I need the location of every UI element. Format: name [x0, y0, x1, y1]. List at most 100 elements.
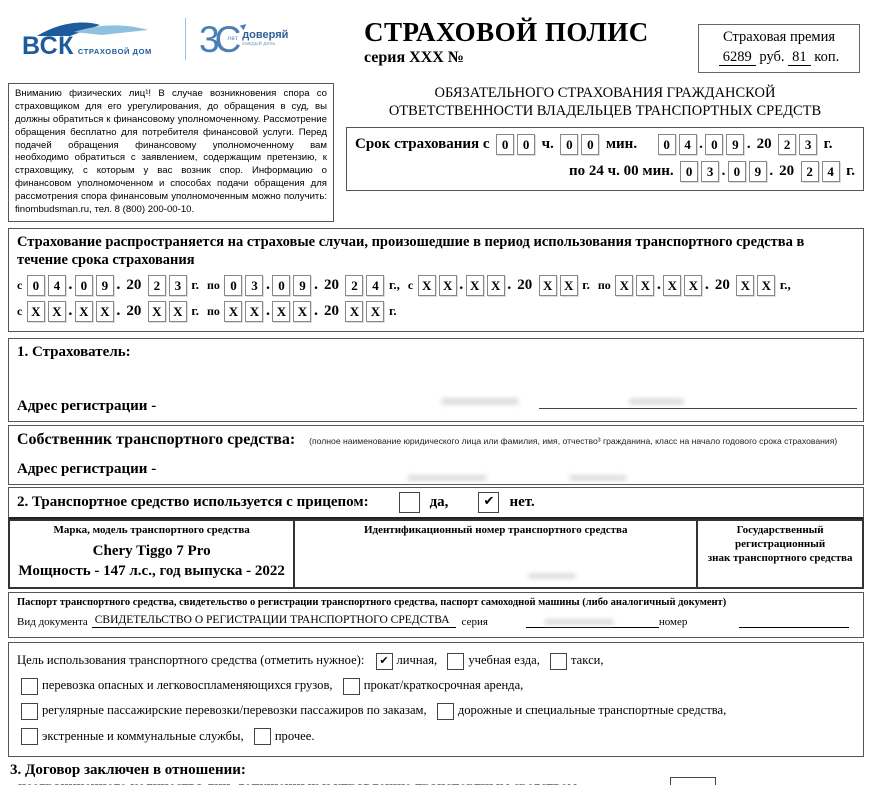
digit-box[interactable]: X — [366, 301, 385, 323]
document-series-field[interactable] — [525, 614, 659, 628]
digit-box[interactable]: X — [538, 275, 557, 297]
digit-box[interactable]: X — [684, 275, 703, 297]
owner-note: (полное наименование юридического лица и… — [309, 436, 838, 447]
period-suffix: г. — [388, 303, 397, 319]
digit-box[interactable]: X — [95, 301, 114, 323]
digit-box[interactable]: X — [293, 301, 312, 323]
digit-box[interactable]: 0 — [74, 275, 93, 297]
period-suffix: г. — [582, 277, 590, 293]
usage-rental-checkbox[interactable] — [342, 677, 360, 695]
digit-box[interactable]: 2 — [147, 275, 166, 297]
digit-box[interactable]: X — [417, 275, 436, 297]
digit-box[interactable]: 2 — [778, 133, 797, 155]
vehicle-vin-cell: Идентификационный номер транспортного ср… — [293, 519, 699, 589]
digit-box[interactable]: 9 — [95, 275, 114, 297]
digit-box[interactable]: X — [168, 301, 187, 323]
digit-box[interactable]: 0 — [517, 133, 536, 155]
digit-box[interactable]: X — [438, 275, 457, 297]
contract-scope-title: 3. Договор заключен в отношении: — [10, 761, 246, 778]
digit-box[interactable]: 0 — [560, 133, 579, 155]
usage-emergency-checkbox[interactable] — [21, 728, 38, 746]
usage-option-emergency: экстренные и коммунальные службы, — [17, 728, 244, 746]
period-date: X X. X X. 20 X X — [416, 275, 579, 297]
digit-box[interactable]: X — [26, 301, 45, 323]
usage-periods-box: Страхование распространяется на страховы… — [8, 227, 864, 333]
digit-box[interactable]: 3 — [168, 275, 187, 297]
digit-box[interactable]: 0 — [26, 275, 45, 297]
digit-box[interactable]: 9 — [726, 133, 745, 155]
vsk-logo: ВСК СТРАХОВОЙ ДОМ — [22, 20, 172, 59]
digit-box[interactable]: X — [757, 275, 776, 297]
anniversary-digit: 3 — [199, 18, 220, 60]
digit-box[interactable]: 4 — [366, 275, 385, 297]
usage-taxi-checkbox[interactable] — [550, 652, 568, 670]
trailer-yes-checkbox[interactable] — [398, 492, 420, 514]
digit-box[interactable]: X — [736, 275, 755, 297]
digit-box[interactable]: X — [147, 301, 166, 323]
digit-box[interactable]: X — [345, 301, 364, 323]
digit-box[interactable]: X — [74, 301, 93, 323]
digit-box[interactable]: X — [47, 301, 66, 323]
usage-road-special-checkbox[interactable] — [436, 702, 454, 720]
usage-purpose-label: Цель использования транспортного средств… — [17, 653, 365, 667]
century-label: 20 — [126, 277, 142, 294]
digit-box[interactable]: 9 — [293, 275, 312, 297]
digit-box[interactable]: X — [486, 275, 505, 297]
century-label: 20 — [756, 135, 772, 152]
digit-box[interactable]: 0 — [272, 275, 291, 297]
digit-box[interactable]: 4 — [821, 160, 840, 182]
usage-other-checkbox[interactable] — [253, 728, 271, 746]
trailer-no-checkbox[interactable]: ✔ — [478, 492, 500, 514]
digit-box[interactable]: X — [615, 275, 634, 297]
vehicle-plate-header: Государственный регистрационный знак тра… — [707, 524, 853, 564]
unlimited-persons-checkbox[interactable] — [671, 778, 715, 785]
digit-box[interactable]: 4 — [47, 275, 66, 297]
digit-box[interactable]: 3 — [701, 160, 720, 182]
date-separator: . — [459, 276, 464, 294]
address-blank-line[interactable] — [539, 408, 857, 410]
digit-box[interactable]: 2 — [345, 275, 364, 297]
usage-personal-checkbox[interactable]: ✔ — [375, 652, 393, 670]
century-label: 20 — [517, 277, 533, 294]
contract-scope-section: 3. Договор заключен в отношении: неогран… — [8, 762, 864, 785]
digit-box[interactable]: 0 — [224, 275, 243, 297]
date-separator: . — [116, 276, 121, 294]
header: ВСК СТРАХОВОЙ ДОМ 3 C лет доверяй каждый… — [8, 18, 864, 74]
digit-box[interactable]: 2 — [800, 160, 819, 182]
anniversary-30-logo: 3 C лет доверяй каждый день — [199, 21, 288, 58]
usage-dangerous-goods-checkbox[interactable] — [21, 677, 38, 695]
period-suffix: г. — [191, 277, 200, 293]
digit-box[interactable]: 0 — [705, 133, 724, 155]
digit-box[interactable]: 3 — [245, 275, 264, 297]
digit-box[interactable]: X — [663, 275, 682, 297]
digit-box[interactable]: X — [559, 275, 578, 297]
document-number-field[interactable] — [739, 614, 849, 628]
century-label: 20 — [323, 277, 339, 294]
premium-rub-value: 6289 — [718, 48, 756, 66]
usage-training-checkbox[interactable] — [447, 652, 465, 670]
digit-box[interactable]: X — [465, 275, 484, 297]
digit-box[interactable]: 3 — [799, 133, 818, 155]
term-label: Срок страхования с — [355, 135, 490, 152]
digit-box[interactable]: 0 — [581, 133, 600, 155]
trailer-yes-label: да, — [429, 494, 449, 511]
digit-box[interactable]: 0 — [727, 160, 746, 182]
usage-passenger-checkbox[interactable] — [21, 702, 38, 720]
policy-series: серия XXX № — [364, 49, 464, 67]
digit-box[interactable]: 4 — [678, 133, 697, 155]
digit-box[interactable]: 9 — [748, 160, 767, 182]
digit-box[interactable]: X — [245, 301, 264, 323]
digit-box[interactable]: 0 — [680, 160, 699, 182]
owner-address-label: Адрес регистрации - — [17, 461, 157, 478]
digit-box[interactable]: X — [224, 301, 243, 323]
digit-box[interactable]: 0 — [657, 133, 676, 155]
digit-box[interactable]: X — [636, 275, 655, 297]
digit-box[interactable]: 0 — [496, 133, 515, 155]
usage-option-passenger-transport: регулярные пассажирские перевозки/перево… — [17, 702, 427, 720]
century-label: 20 — [779, 162, 795, 179]
digit-box[interactable]: X — [272, 301, 291, 323]
contract-scope-option-unlimited: неограниченного количества лиц, допущенн… — [18, 779, 862, 785]
